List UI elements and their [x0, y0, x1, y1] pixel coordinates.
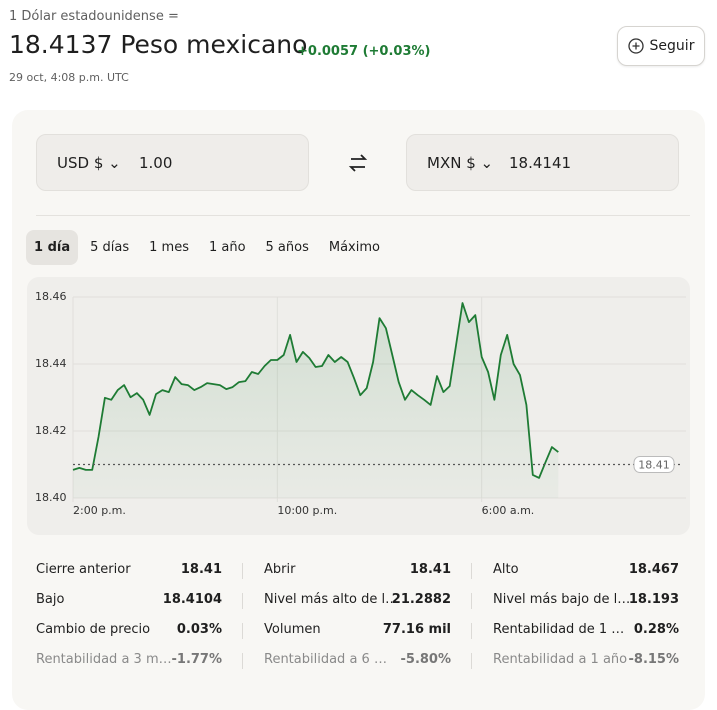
- range-tab[interactable]: Máximo: [328, 240, 380, 255]
- from-currency-code: USD $: [57, 153, 104, 172]
- stat-value: 18.4104: [162, 592, 222, 607]
- column-separator: [242, 593, 243, 609]
- stat-label: Volumen: [264, 622, 321, 637]
- stat-value: 18.193: [628, 592, 679, 607]
- range-tab[interactable]: 1 mes: [149, 240, 189, 255]
- stat-value: 21.2882: [391, 592, 451, 607]
- to-box[interactable]: MXN $ ⌄ 18.4141: [406, 134, 679, 191]
- column-separator: [242, 563, 243, 579]
- separator: [36, 215, 690, 216]
- follow-label: Seguir: [649, 38, 695, 54]
- range-tab[interactable]: 1 día: [26, 230, 79, 265]
- plus-icon: [627, 38, 644, 54]
- stat-value: 77.16 mil: [382, 622, 451, 637]
- from-amount: 1.00: [139, 153, 173, 172]
- rate: 18.4137 Peso mexicano: [9, 30, 308, 59]
- stat-value: -5.80%: [400, 652, 452, 667]
- stat-value: -1.77%: [171, 652, 223, 667]
- stat-label: Nivel más bajo de l…: [493, 592, 631, 607]
- timestamp: 29 oct, 4:08 p.m. UTC: [9, 71, 129, 84]
- change: +0.0057 (+0.03%): [297, 44, 431, 59]
- column-separator: [471, 563, 472, 579]
- stat-label: Rentabilidad de 1 …: [493, 622, 625, 637]
- stat-label: Rentabilidad a 6 …: [264, 652, 387, 667]
- from-currency: USD $ ⌄: [57, 153, 121, 172]
- chart-background: [27, 277, 690, 535]
- stat-label: Rentabilidad a 3 m…: [36, 652, 172, 667]
- stat-value: 18.467: [628, 562, 679, 577]
- range-tab[interactable]: 5 días: [90, 240, 130, 255]
- stat-label: Abrir: [264, 562, 296, 577]
- range-tab[interactable]: 1 año: [208, 240, 246, 255]
- stat-value: 0.28%: [633, 622, 679, 637]
- to-currency: MXN $ ⌄: [427, 153, 494, 172]
- column-separator: [242, 623, 243, 639]
- column-separator: [471, 593, 472, 609]
- base-currency: 1 Dólar estadounidense =: [9, 9, 179, 24]
- stat-value: -8.15%: [628, 652, 680, 667]
- stat-label: Bajo: [36, 592, 65, 607]
- stat-value: 18.41: [409, 562, 451, 577]
- column-separator: [242, 653, 243, 669]
- column-separator: [471, 653, 472, 669]
- range-tabs: 1 día 5 días 1 mes 1 año 5 años Máximo: [26, 230, 392, 265]
- from-box[interactable]: USD $ ⌄ 1.00: [36, 134, 309, 191]
- column-separator: [471, 623, 472, 639]
- stat-label: Nivel más alto de l…: [264, 592, 399, 607]
- stat-value: 0.03%: [176, 622, 222, 637]
- stat-label: Cierre anterior: [36, 562, 131, 577]
- follow-button[interactable]: Seguir: [617, 26, 705, 66]
- range-tab[interactable]: 5 años: [265, 240, 309, 255]
- to-currency-code: MXN $: [427, 153, 476, 172]
- stat-label: Cambio de precio: [36, 622, 151, 637]
- swap-icon[interactable]: [346, 151, 370, 175]
- stat-value: 18.41: [180, 562, 222, 577]
- stat-label: Alto: [493, 562, 519, 577]
- page: 1 Dólar estadounidense = 18.4137 Peso me…: [9, 9, 705, 710]
- to-amount: 18.4141: [509, 153, 572, 172]
- stat-label: Rentabilidad a 1 año: [493, 652, 628, 667]
